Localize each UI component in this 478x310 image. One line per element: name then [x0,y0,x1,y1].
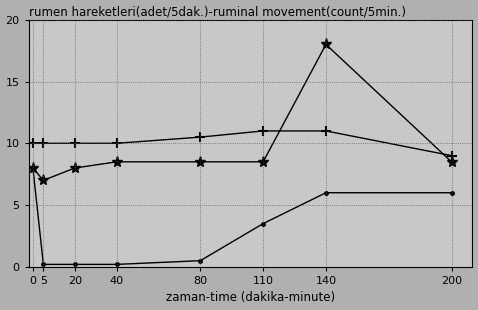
X-axis label: zaman-time (dakika-minute): zaman-time (dakika-minute) [166,291,335,304]
Text: rumen hareketleri(adet/5dak.)-ruminal movement(count/5min.): rumen hareketleri(adet/5dak.)-ruminal mo… [29,6,406,19]
